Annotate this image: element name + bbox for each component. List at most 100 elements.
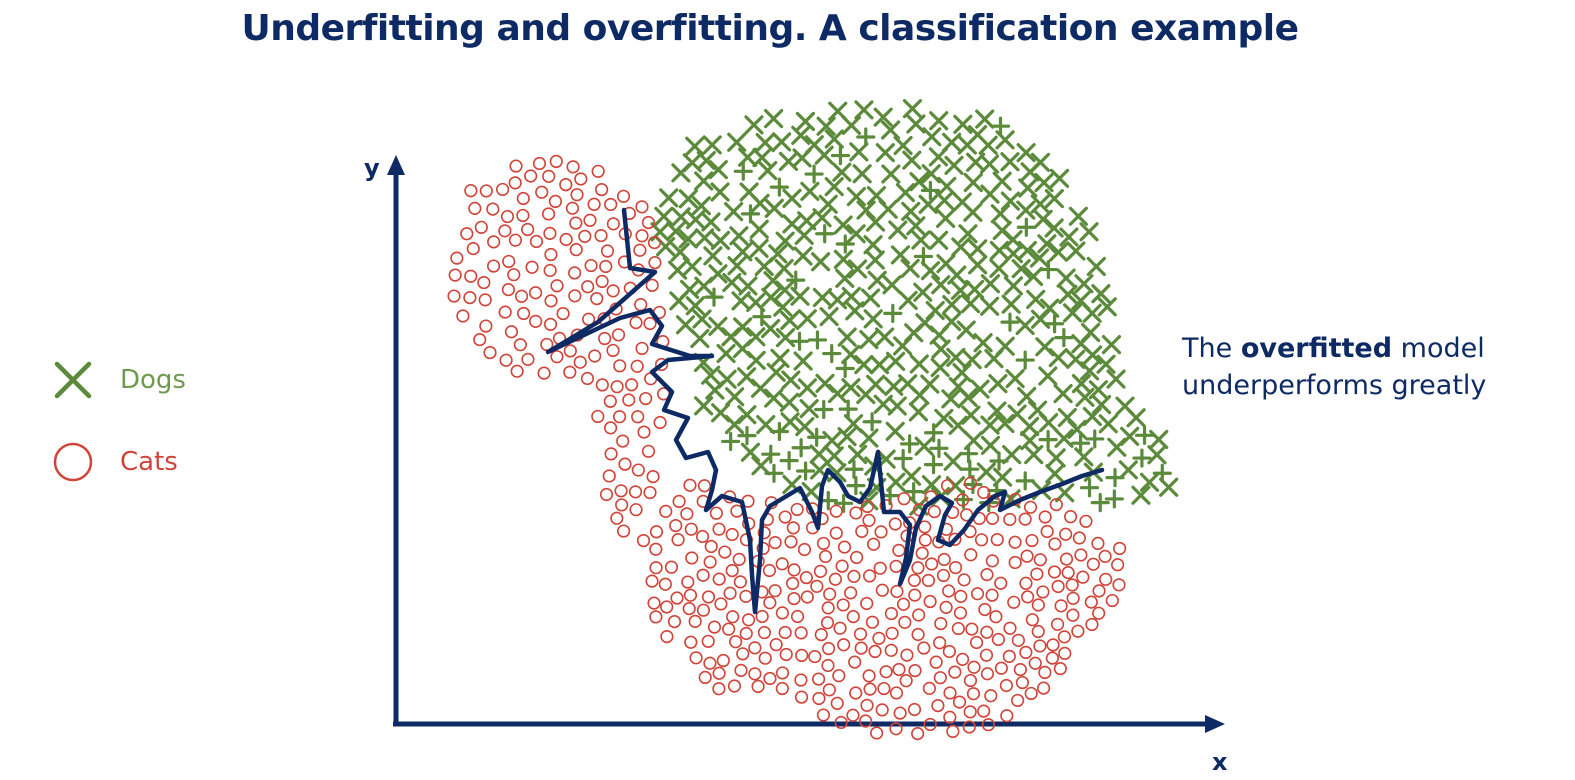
cat-point	[787, 563, 801, 577]
dog-point	[865, 250, 885, 270]
dog-point	[772, 132, 792, 152]
dog-point	[1011, 259, 1031, 279]
cat-point	[464, 269, 478, 283]
cat-point	[762, 563, 777, 578]
dog-point	[931, 339, 951, 359]
cat-point	[967, 660, 981, 674]
circle-icon	[50, 439, 96, 485]
cat-point	[979, 648, 994, 662]
dog-point	[978, 135, 998, 155]
dog-point	[902, 150, 922, 170]
cat-point	[980, 667, 995, 681]
dog-point	[1057, 407, 1077, 428]
cat-point	[594, 228, 608, 243]
dog-point	[1098, 414, 1118, 434]
dog-point	[952, 363, 972, 383]
dog-point	[793, 246, 813, 266]
cat-point	[934, 616, 948, 631]
dog-point	[953, 114, 973, 134]
dog-point	[692, 309, 712, 329]
dog-point	[815, 373, 835, 393]
dogs-points	[650, 99, 1179, 516]
dog-point	[987, 401, 1007, 421]
cat-point	[758, 651, 772, 665]
cat-point	[1030, 567, 1044, 581]
cat-point	[1113, 541, 1127, 556]
cat-point	[837, 540, 852, 554]
cat-point	[1000, 709, 1014, 723]
dog-point	[975, 109, 995, 129]
dog-point	[1024, 444, 1044, 465]
cat-point	[544, 294, 558, 308]
dog-point	[1118, 460, 1138, 480]
cat-point	[942, 644, 956, 659]
cat-point	[822, 683, 836, 697]
cat-point	[660, 629, 674, 644]
dog-point	[956, 320, 976, 340]
dog-point	[1083, 345, 1103, 365]
cat-point	[980, 625, 994, 639]
dog-point	[906, 216, 926, 236]
cat-point	[1059, 552, 1074, 566]
cat-point	[683, 478, 697, 492]
cat-point	[634, 298, 648, 312]
dog-point	[732, 339, 753, 359]
cat-point	[911, 627, 925, 642]
dog-point	[923, 455, 944, 475]
dog-point	[708, 264, 728, 284]
dog-point	[867, 270, 887, 290]
dog-point	[678, 229, 698, 249]
cat-point	[447, 289, 461, 303]
cat-point	[529, 314, 543, 328]
cat-point	[897, 492, 911, 506]
cat-point	[569, 216, 583, 230]
cat-point	[684, 522, 698, 536]
axes: y x	[364, 154, 1228, 776]
cat-point	[729, 635, 743, 649]
cat-point	[635, 341, 649, 356]
cat-point	[984, 689, 998, 703]
cat-point	[643, 485, 657, 500]
cat-point	[1046, 638, 1060, 652]
cat-point	[907, 573, 921, 587]
cat-point	[468, 201, 482, 215]
cat-point	[977, 704, 991, 718]
dog-point	[1054, 428, 1074, 448]
dog-point	[995, 336, 1015, 356]
dog-point	[727, 132, 747, 152]
cat-point	[570, 188, 584, 202]
dog-point	[702, 135, 722, 155]
dog-point	[827, 383, 848, 404]
dog-point	[847, 444, 868, 465]
cat-point	[1053, 662, 1067, 676]
dog-point	[859, 330, 879, 350]
cat-point	[616, 189, 631, 203]
dog-point	[1056, 268, 1076, 288]
cat-point	[463, 291, 477, 305]
cat-point	[1019, 645, 1033, 660]
cat-point	[775, 666, 790, 680]
cat-point	[898, 615, 912, 629]
cat-point	[1059, 527, 1073, 541]
cat-point	[790, 609, 805, 624]
dog-point	[769, 177, 789, 197]
cat-point	[1079, 514, 1093, 528]
cat-point	[900, 648, 914, 662]
cat-point	[757, 526, 771, 540]
cat-point	[1092, 584, 1106, 598]
dog-point	[1066, 241, 1086, 261]
dog-point	[1037, 234, 1057, 254]
dog-point	[1001, 294, 1021, 314]
cat-point	[606, 217, 620, 231]
dog-point	[963, 202, 983, 222]
dog-point	[1147, 445, 1167, 465]
dog-point	[1074, 274, 1094, 294]
dog-point	[782, 188, 802, 209]
cat-point	[629, 315, 643, 330]
dog-point	[1015, 471, 1035, 491]
dog-point	[812, 208, 832, 228]
dog-point	[893, 448, 913, 469]
cat-point	[948, 560, 963, 575]
cat-point	[1048, 537, 1062, 551]
cat-point	[867, 537, 881, 551]
